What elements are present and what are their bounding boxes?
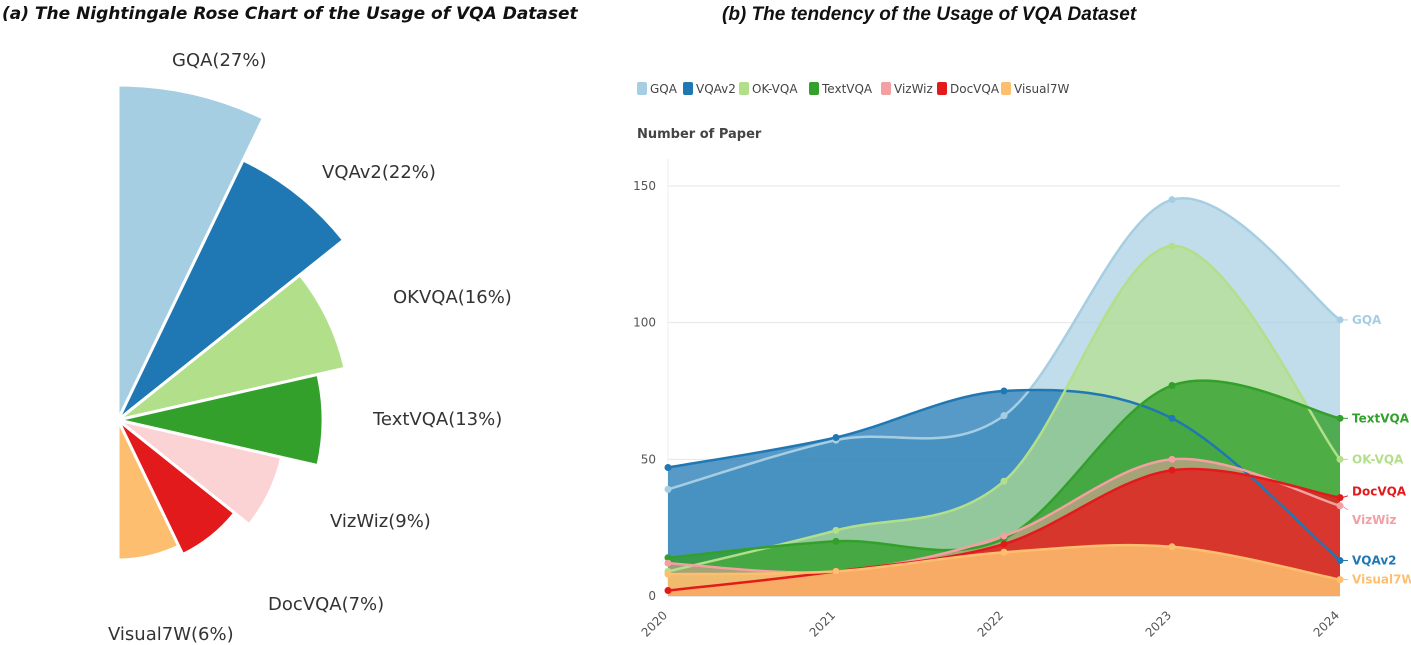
end-label-vizwiz: VizWiz [1352, 513, 1397, 527]
x-tick-2024: 2024 [1311, 608, 1342, 639]
legend-label-ok-vqa[interactable]: OK-VQA [752, 82, 798, 96]
x-tick-labels: 2020 2021 2022 2023 2024 [639, 608, 1342, 639]
point-vqav2-2024[interactable] [1336, 556, 1344, 564]
point-textvqa-2023[interactable] [1168, 382, 1176, 390]
y-tick-150: 150 [633, 179, 656, 193]
point-docvqa-2024[interactable] [1336, 494, 1344, 502]
area-chart: GQA VQAv2 OK-VQA TextVQA VizWiz DocVQA Visual7… [633, 82, 1411, 640]
point-vizwiz-2020[interactable] [664, 559, 672, 567]
rose-label-docvqa: DocVQA(7%) [268, 594, 384, 615]
legend-label-vizwiz[interactable]: VizWiz [894, 82, 933, 96]
point-textvqa-2024[interactable] [1336, 414, 1344, 422]
point-docvqa-2023[interactable] [1168, 466, 1176, 474]
legend-label-gqa[interactable]: GQA [650, 82, 678, 96]
point-gqa-2020[interactable] [664, 485, 672, 493]
rose-label-gqa: GQA(27%) [172, 50, 266, 71]
point-ok-vqa-2022[interactable] [1000, 477, 1008, 485]
point-ok-vqa-2024[interactable] [1336, 455, 1344, 463]
legend-swatch-ok-vqa[interactable] [739, 82, 749, 95]
point-gqa-2024[interactable] [1336, 316, 1344, 324]
point-vqav2-2022[interactable] [1000, 387, 1008, 395]
point-textvqa-2020[interactable] [664, 554, 672, 562]
point-ok-vqa-2023[interactable] [1168, 242, 1176, 250]
rose-label-vizwiz: VizWiz(9%) [330, 511, 431, 532]
line-gqa [667, 196, 1341, 491]
end-tick-docvqa [1341, 495, 1349, 499]
rose-slice-textvqa [116, 372, 325, 468]
y-tick-50: 50 [641, 452, 656, 466]
point-vqav2-2023[interactable] [1168, 414, 1176, 422]
point-vizwiz-2024[interactable] [1336, 502, 1344, 510]
area-visual7w [668, 545, 1340, 596]
x-tick-2022: 2022 [975, 608, 1006, 639]
point-visual7w-2022[interactable] [1000, 548, 1008, 556]
point-textvqa-2021[interactable] [832, 537, 840, 545]
line-ok-vqa [667, 244, 1341, 573]
y-tick-100: 100 [633, 316, 656, 330]
rose-slice-visual7w [116, 418, 181, 562]
point-gqa-2022[interactable] [1000, 412, 1008, 420]
rose-labels: GQA(27%) VQAv2(22%) OKVQA(16%) TextVQA(13%)… [108, 50, 512, 645]
end-label-gqa: GQA [1352, 313, 1382, 327]
y-axis-label: Number of Paper [637, 127, 762, 142]
end-label-vqav2: VQAv2 [1352, 553, 1397, 567]
legend-label-docvqa[interactable]: DocVQA [950, 82, 1000, 96]
x-tick-2023: 2023 [1143, 608, 1174, 639]
series-lines [667, 196, 1341, 592]
point-docvqa-2020[interactable] [664, 587, 672, 595]
end-label-ok-vqa: OK-VQA [1352, 452, 1404, 466]
end-label-visual7w: Visual7W [1352, 573, 1411, 587]
series-end-labels: GQA VQAv2 OK-VQA TextVQA VizWiz DocVQA Visual7… [1341, 313, 1411, 587]
point-visual7w-2024[interactable] [1336, 576, 1344, 584]
rose-slice-docvqa [116, 418, 237, 556]
rose-slice-vizwiz [116, 418, 284, 527]
x-tick-2021: 2021 [807, 608, 838, 639]
legend-swatch-vizwiz[interactable] [881, 82, 891, 95]
point-visual7w-2021[interactable] [832, 567, 840, 575]
end-tick-vizwiz [1341, 505, 1349, 511]
legend-label-visual7w[interactable]: Visual7W [1014, 82, 1069, 96]
legend-label-textvqa[interactable]: TextVQA [821, 82, 873, 96]
end-label-textvqa: TextVQA [1352, 411, 1410, 425]
series-points [664, 196, 1344, 595]
rose-slice-gqa [116, 83, 265, 422]
point-visual7w-2023[interactable] [1168, 543, 1176, 551]
x-tick-2020: 2020 [639, 608, 670, 639]
point-gqa-2023[interactable] [1168, 196, 1176, 204]
point-vizwiz-2022[interactable] [1000, 532, 1008, 540]
y-tick-0: 0 [648, 589, 656, 603]
rose-label-okvqa: OKVQA(16%) [393, 287, 512, 308]
line-textvqa [667, 379, 1341, 559]
nightingale-rose-chart: GQA(27%) VQAv2(22%) OKVQA(16%) TextVQA(13%)… [108, 50, 512, 645]
chart-legend: GQA VQAv2 OK-VQA TextVQA VizWiz DocVQA Visual7… [637, 82, 1069, 96]
rose-label-visual7w: Visual7W(6%) [108, 624, 234, 645]
rose-chart-title: (a) The Nightingale Rose Chart of the Us… [2, 4, 578, 24]
point-vizwiz-2023[interactable] [1168, 455, 1176, 463]
point-ok-vqa-2021[interactable] [832, 526, 840, 534]
legend-swatch-textvqa[interactable] [809, 82, 819, 95]
rose-label-vqav2: VQAv2(22%) [322, 162, 436, 183]
legend-swatch-gqa[interactable] [637, 82, 647, 95]
rose-slice-vqav2 [116, 158, 346, 422]
legend-swatch-docvqa[interactable] [937, 82, 947, 95]
y-tick-labels: 0 50 100 150 [633, 179, 656, 603]
area-chart-title: (b) The tendency of the Usage of VQA Dat… [722, 4, 1137, 25]
point-vqav2-2021[interactable] [832, 433, 840, 441]
rose-slices [116, 83, 347, 562]
rose-slice-okvqa [116, 273, 347, 422]
point-visual7w-2020[interactable] [664, 570, 672, 578]
legend-label-vqav2[interactable]: VQAv2 [696, 82, 736, 96]
point-vqav2-2020[interactable] [664, 464, 672, 472]
legend-swatch-visual7w[interactable] [1001, 82, 1011, 95]
end-label-docvqa: DocVQA [1352, 485, 1407, 499]
rose-label-textvqa: TextVQA(13%) [372, 409, 502, 430]
point-docvqa-2022[interactable] [1000, 540, 1008, 548]
legend-swatch-vqav2[interactable] [683, 82, 693, 95]
